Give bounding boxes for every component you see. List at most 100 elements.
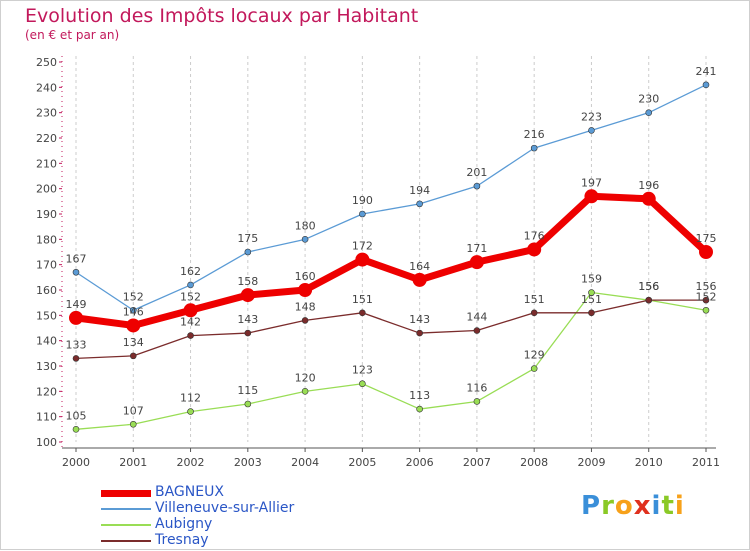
data-point: [416, 200, 423, 208]
data-label: 120: [295, 371, 316, 384]
data-point: [301, 317, 309, 324]
data-label: 152: [123, 290, 144, 303]
y-tick-label: 120: [36, 385, 57, 398]
logo-letter: i: [651, 491, 662, 521]
data-label: 176: [524, 229, 545, 242]
data-label: 194: [409, 184, 430, 197]
data-point: [588, 127, 595, 134]
data-label: 149: [66, 298, 87, 311]
data-point: [298, 283, 313, 297]
data-point: [72, 355, 80, 362]
data-label: 196: [638, 179, 659, 192]
y-tick-label: 240: [36, 81, 57, 94]
data-point: [187, 281, 194, 289]
y-tick-label: 230: [36, 107, 57, 120]
data-point: [301, 236, 309, 243]
series-line-tresnay: [75, 299, 707, 360]
x-tick-label: 2002: [177, 456, 205, 469]
logo-letter: x: [633, 491, 652, 521]
data-label: 158: [237, 275, 258, 288]
data-point: [183, 303, 198, 318]
x-tick-label: 2007: [463, 456, 491, 469]
logo-letter: o: [614, 491, 634, 521]
data-label: 175: [696, 232, 717, 245]
data-label: 151: [524, 293, 545, 306]
data-point: [301, 388, 309, 395]
x-tick-label: 2011: [692, 456, 720, 469]
data-point: [584, 189, 599, 204]
data-point: [355, 252, 370, 267]
data-point: [412, 272, 427, 287]
data-point: [699, 245, 713, 259]
series-line-villeneuve-sur-allier: [75, 84, 707, 311]
data-label: 190: [352, 194, 373, 207]
x-tick-label: 2004: [291, 456, 319, 469]
x-tick-label: 2000: [62, 456, 90, 469]
data-point: [473, 398, 481, 405]
data-point: [187, 408, 194, 415]
legend-swatch: [101, 508, 151, 510]
data-label: 152: [696, 290, 717, 303]
x-tick-label: 2009: [577, 456, 605, 469]
data-label: 172: [352, 240, 373, 253]
data-label: 223: [581, 110, 602, 123]
data-point: [588, 289, 595, 296]
series-line-aubigny: [75, 291, 707, 430]
data-point: [129, 306, 137, 314]
data-point: [244, 400, 252, 408]
data-point: [588, 309, 595, 317]
logo-letter: t: [661, 491, 675, 521]
x-tick-label: 2008: [520, 456, 548, 469]
data-point: [126, 318, 141, 333]
data-point: [469, 255, 484, 270]
data-label: 164: [409, 260, 430, 273]
data-label: 156: [638, 280, 659, 293]
data-point: [530, 144, 538, 152]
data-label: 105: [66, 409, 87, 422]
legend-label: Villeneuve-sur-Allier: [155, 500, 295, 516]
data-point: [645, 296, 653, 304]
chart-title: Evolution des Impôts locaux par Habitant: [25, 5, 419, 27]
data-point: [641, 191, 656, 206]
y-tick-label: 130: [36, 360, 57, 373]
y-tick-label: 140: [36, 335, 57, 348]
legend-swatch: [101, 490, 151, 497]
y-tick-label: 210: [36, 157, 57, 170]
data-label: 156: [638, 280, 659, 293]
y-tick-label: 160: [36, 284, 57, 297]
data-label: 143: [237, 313, 258, 326]
data-label: 201: [466, 166, 487, 179]
data-label: 216: [524, 128, 545, 141]
data-point: [416, 405, 423, 413]
legend-label: BAGNEUX: [155, 484, 224, 500]
data-label: 146: [123, 305, 144, 318]
data-point: [240, 288, 255, 303]
y-tick-label: 190: [36, 208, 57, 221]
chart-subtitle: (en € et par an): [25, 28, 120, 42]
data-label: 123: [352, 364, 373, 377]
data-label: 175: [237, 232, 258, 245]
y-tick-label: 150: [36, 309, 57, 322]
data-point: [359, 309, 366, 317]
data-label: 151: [352, 293, 373, 306]
data-label: 115: [237, 384, 258, 397]
data-point: [244, 248, 252, 256]
data-label: 116: [466, 381, 487, 394]
data-label: 171: [466, 242, 487, 255]
data-label: 162: [180, 265, 201, 278]
data-point: [527, 242, 542, 257]
data-point: [72, 268, 80, 276]
series-line-bagneux: [72, 192, 710, 329]
data-label: 180: [295, 219, 316, 232]
data-label: 142: [180, 316, 201, 329]
data-label: 107: [123, 404, 144, 417]
legend-swatch: [101, 540, 151, 542]
data-label: 160: [295, 270, 316, 283]
data-label: 134: [123, 336, 144, 349]
data-label: 152: [180, 290, 201, 303]
logo-letter: P: [581, 491, 602, 521]
x-tick-label: 2001: [119, 456, 147, 469]
x-tick-label: 2003: [234, 456, 262, 469]
data-label: 113: [409, 389, 430, 402]
